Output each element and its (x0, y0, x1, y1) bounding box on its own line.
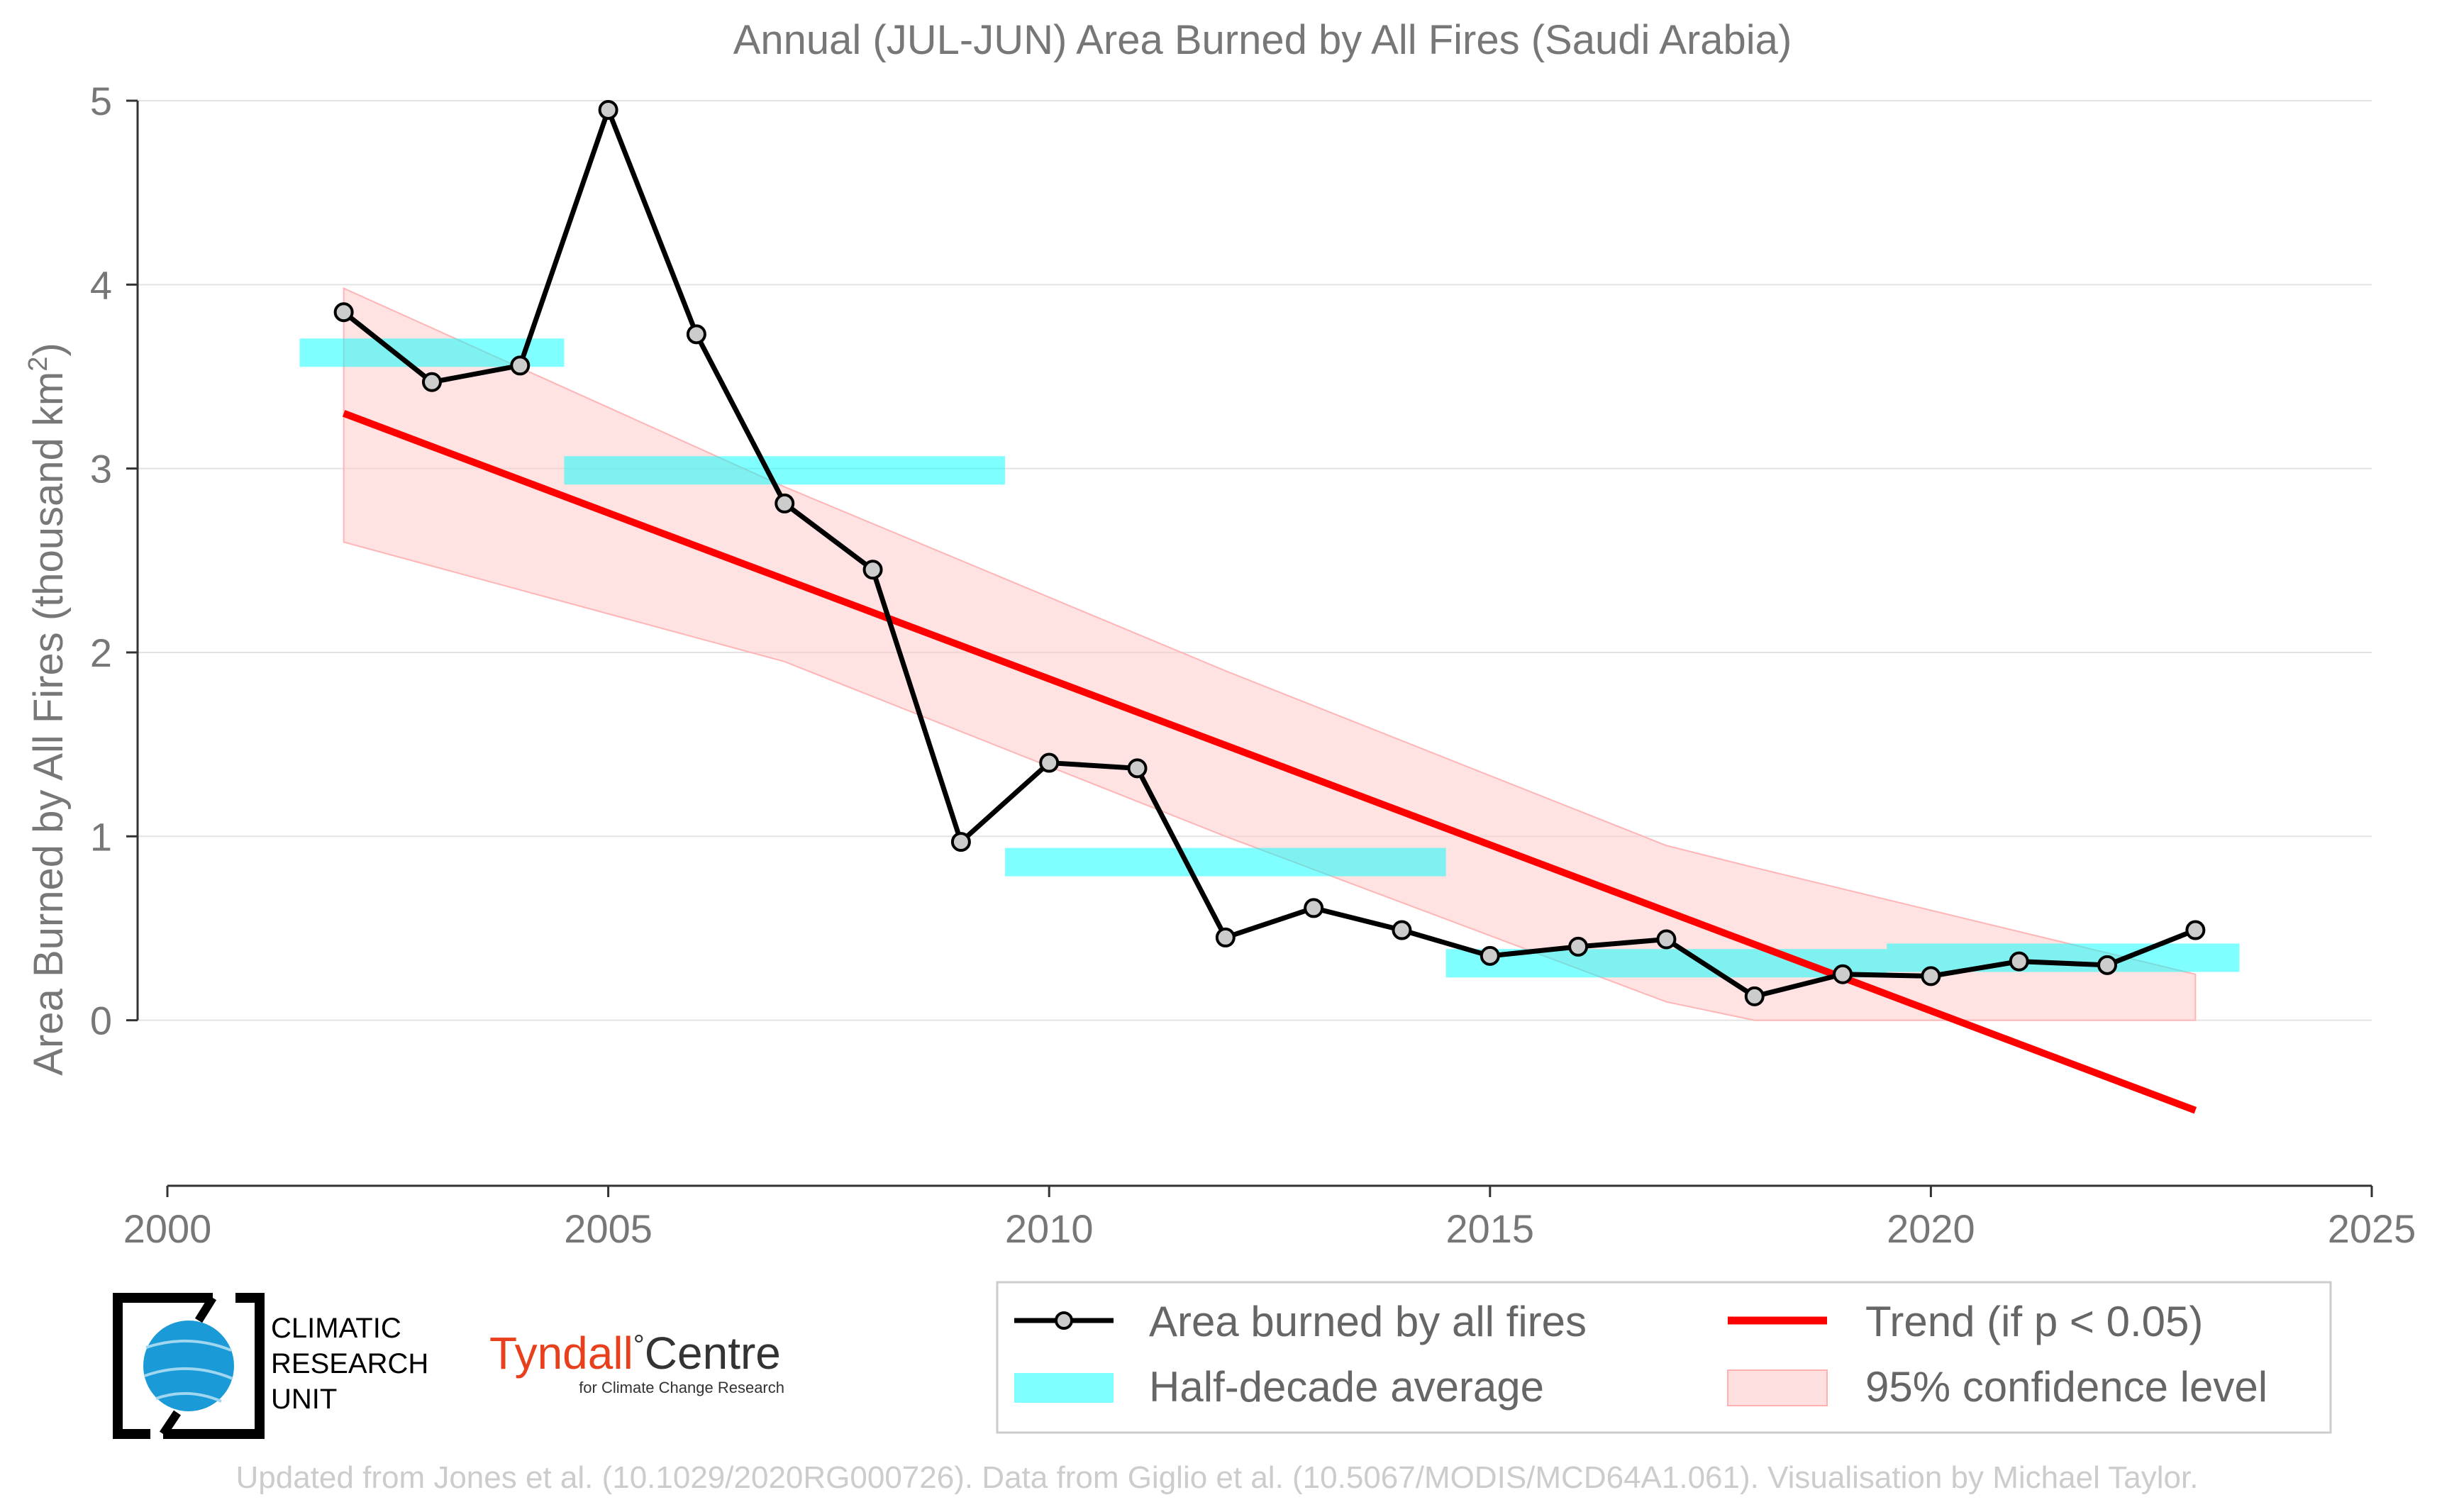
data-point (1304, 898, 1324, 918)
data-point (1480, 945, 1500, 966)
y-tick-label: 2 (90, 630, 112, 675)
legend: Area burned by all fires Trend (if p < 0… (996, 1281, 2332, 1434)
data-point (333, 302, 354, 323)
data-point (598, 99, 618, 120)
x-tick-label: 2005 (564, 1206, 653, 1251)
data-point (862, 560, 883, 580)
data-point (686, 324, 706, 345)
legend-marker-swatch (1055, 1311, 1073, 1330)
cru-logo-bracket-right (163, 1293, 265, 1439)
tyndall-logo-sub: for Climate Change Research (579, 1379, 784, 1396)
data-point (775, 493, 795, 513)
trend-line (342, 410, 2197, 1114)
data-point (2185, 920, 2206, 940)
legend-label-half-decade: Half-decade average (1149, 1363, 1544, 1411)
tyndall-logo-name-a: Tyndall (489, 1328, 633, 1379)
data-point (2097, 955, 2118, 975)
data-point (1744, 986, 1765, 1006)
y-tick-label: 1 (90, 814, 112, 859)
tyndall-logo-name-b: Centre (645, 1328, 781, 1379)
half-decade-bar (1887, 943, 2240, 972)
y-axis-label: Area Burned by All Fires (thousand km2) (23, 343, 72, 1075)
trend-layer (342, 410, 2197, 1114)
series-layer (333, 99, 2206, 1006)
cru-logo-line1: CLIMATIC (271, 1313, 401, 1344)
tick-labels: 0 1 2 3 4 5 2000 2005 2010 2015 2020 2025 (90, 79, 2416, 1251)
legend-label-confidence: 95% confidence level (1865, 1363, 2267, 1411)
cru-logo-line2: RESEARCH (271, 1348, 428, 1379)
legend-box (996, 1281, 2332, 1434)
data-point (421, 372, 442, 392)
legend-label-area-burned: Area burned by all fires (1149, 1298, 1587, 1345)
footer-credits: Updated from Jones et al. (10.1029/2020R… (236, 1460, 2199, 1495)
data-point (1215, 927, 1236, 947)
legend-label-trend: Trend (if p < 0.05) (1865, 1298, 2203, 1345)
y-tick-label: 4 (90, 262, 112, 307)
tyndall-logo-name: Tyndall°Centre (489, 1328, 781, 1379)
cru-logo-bracket-left (113, 1293, 213, 1439)
legend-half-decade-swatch (1014, 1373, 1114, 1403)
data-point (1392, 920, 1412, 940)
confidence-band (343, 287, 2197, 1021)
chart-title: Annual (JUL-JUN) Area Burned by All Fire… (733, 17, 1792, 63)
x-tick-label: 2000 (123, 1206, 212, 1251)
tyndall-logo: Tyndall°Centre for Climate Change Resear… (489, 1328, 784, 1396)
half-decade-bar (564, 456, 1006, 485)
tyndall-logo-degree: ° (633, 1330, 645, 1361)
x-tick-label: 2015 (1446, 1206, 1535, 1251)
x-tick-label: 2025 (2328, 1206, 2416, 1251)
legend-confidence-swatch (1727, 1369, 1828, 1406)
y-axis-label-end: ) (26, 343, 72, 356)
y-tick-label: 5 (90, 79, 112, 123)
data-point (1833, 964, 1853, 984)
y-axis-label-sup: 2 (23, 357, 53, 372)
data-point (950, 832, 971, 852)
globe-lines-icon (144, 1339, 233, 1403)
y-axis-label-main: Area Burned by All Fires (thousand km (26, 372, 72, 1076)
data-point (510, 355, 531, 376)
x-tick-label: 2020 (1887, 1206, 1975, 1251)
data-point (1039, 752, 1060, 773)
data-point (1921, 966, 1941, 986)
data-point (2009, 951, 2029, 972)
confidence-band-layer (343, 287, 2197, 1021)
series-line (342, 107, 2197, 999)
axes (126, 99, 2373, 1197)
data-point (1656, 929, 1677, 950)
data-point (1568, 936, 1589, 957)
cru-logo-line3: UNIT (271, 1384, 337, 1415)
data-point (1127, 758, 1148, 779)
half-decade-bar (1005, 847, 1446, 877)
cru-logo-slashes (160, 1295, 217, 1437)
y-tick-label: 3 (90, 447, 112, 491)
x-tick-label: 2010 (1005, 1206, 1094, 1251)
cru-logo: CLIMATIC RESEARCH UNIT (113, 1293, 428, 1439)
y-tick-label: 0 (90, 999, 112, 1043)
